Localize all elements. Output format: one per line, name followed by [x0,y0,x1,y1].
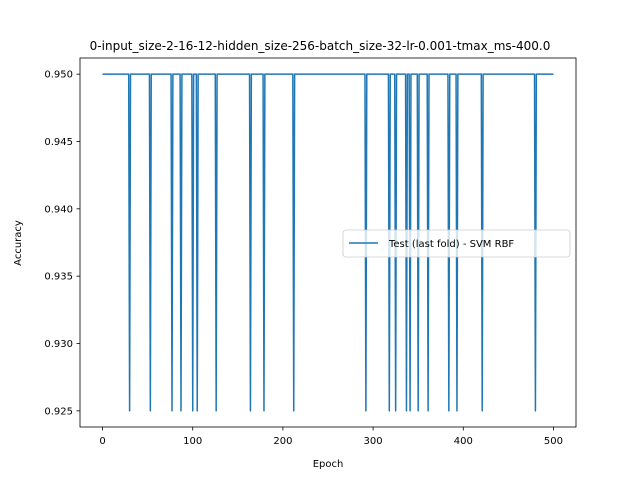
y-tick-label: 0.940 [44,204,73,215]
chart-title: 0-input_size-2-16-12-hidden_size-256-bat… [90,39,551,53]
series-line-test-last-fold-svm-rbf [102,73,554,412]
x-tick-label: 200 [273,436,292,447]
y-tick-label: 0.925 [44,406,73,417]
legend-label: Test (last fold) - SVM RBF [388,239,514,250]
x-axis-label: Epoch [313,459,344,470]
legend: Test (last fold) - SVM RBF [342,229,571,258]
x-tick-label: 300 [364,436,383,447]
x-tick-label: 100 [183,436,202,447]
y-tick-label: 0.945 [44,137,73,148]
y-tick-label: 0.930 [44,339,73,350]
y-tick-label: 0.935 [44,272,73,283]
x-tick-label: 0 [99,436,105,447]
x-tick-label: 400 [454,436,473,447]
y-axis-label: Accuracy [13,220,24,266]
plot-frame [79,57,577,428]
x-tick-label: 500 [544,436,563,447]
y-tick-label: 0.950 [44,70,73,81]
legend-box [342,229,571,258]
